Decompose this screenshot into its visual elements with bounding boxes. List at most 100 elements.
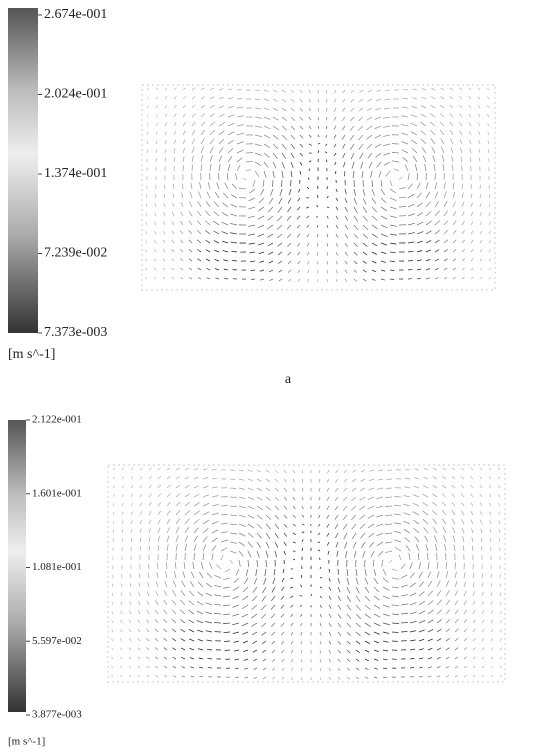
vector-arrow: [242, 623, 248, 626]
vector-arrow: [111, 657, 113, 659]
vector-arrow: [291, 99, 294, 102]
vector-arrow: [280, 189, 282, 196]
vector-arrow: [446, 581, 449, 587]
vector-arrow: [203, 520, 209, 524]
colorbar: [8, 420, 26, 712]
vector-arrow: [185, 477, 189, 479]
vector-arrow: [329, 632, 331, 636]
vector-arrow: [267, 225, 273, 229]
vector-arrow: [327, 261, 328, 264]
vector-arrow: [374, 632, 380, 634]
vector-arrow: [318, 135, 319, 137]
vector-arrow: [194, 528, 198, 533]
vector-arrow: [307, 216, 309, 218]
vector-arrow: [185, 510, 190, 515]
vector-arrow: [222, 232, 228, 234]
vector-arrow: [491, 601, 492, 605]
vector-arrow: [444, 182, 445, 189]
plot-boundary: [108, 465, 505, 682]
vector-arrow: [392, 161, 399, 162]
vector-arrow: [145, 268, 147, 270]
vector-arrow: [336, 225, 338, 229]
vector-arrow: [320, 659, 321, 662]
vector-arrow: [230, 506, 237, 507]
vector-arrow: [336, 243, 338, 247]
vector-arrow: [383, 614, 390, 616]
vector-arrow: [149, 528, 151, 533]
vector-arrow: [471, 511, 473, 515]
vector-arrow: [194, 502, 200, 506]
vector-arrow: [218, 173, 219, 180]
vector-arrow: [222, 213, 228, 216]
vector-arrow: [165, 88, 167, 90]
vector-arrow: [212, 504, 219, 506]
vector-arrow: [129, 648, 131, 650]
vector-arrow: [219, 114, 224, 117]
vector-arrow: [251, 614, 257, 618]
vector-arrow: [164, 666, 167, 668]
vector-arrow: [473, 573, 474, 578]
vector-arrow: [437, 639, 441, 641]
vector-arrow: [205, 240, 210, 243]
vector-arrow: [410, 562, 412, 569]
vector-arrow: [421, 97, 426, 99]
vector-arrow: [300, 99, 302, 102]
vector-arrow: [354, 243, 358, 247]
vector-arrow: [262, 650, 266, 653]
vector-arrow: [378, 479, 383, 480]
vector-arrow: [210, 155, 212, 162]
vector-arrow: [298, 189, 300, 192]
vector-arrow: [284, 506, 287, 510]
vector-arrow: [113, 512, 114, 515]
vector-arrow: [260, 279, 264, 280]
vector-arrow: [433, 477, 437, 479]
vector-arrow: [385, 506, 392, 507]
vector-arrow: [277, 216, 282, 221]
vector-arrow: [408, 204, 414, 207]
vector-arrow: [461, 157, 462, 162]
vector-arrow: [375, 126, 381, 129]
vector-arrow: [185, 544, 187, 551]
vector-arrow: [183, 105, 186, 108]
vector-arrow: [167, 510, 170, 515]
vector-arrow: [356, 569, 357, 576]
vector-arrow: [302, 497, 303, 500]
vector-arrow: [378, 470, 383, 471]
vector-arrow: [184, 562, 185, 569]
vector-arrow: [281, 614, 284, 618]
vector-arrow: [233, 632, 239, 634]
vector-arrow: [385, 99, 390, 100]
vector-arrow: [462, 230, 465, 234]
vector-arrow: [342, 135, 345, 139]
vector-arrow: [302, 532, 304, 533]
vector-arrow: [293, 542, 296, 543]
vector-arrow: [147, 114, 148, 117]
vector-arrow: [489, 477, 491, 479]
vector-arrow: [282, 162, 285, 168]
vector-arrow: [248, 216, 255, 218]
vector-arrow: [165, 97, 167, 99]
vector-arrow: [336, 279, 337, 282]
vector-arrow: [251, 279, 255, 280]
vector-arrow: [428, 562, 429, 569]
vector-arrow: [500, 593, 501, 596]
vector-arrow: [352, 488, 356, 491]
vector-arrow: [441, 147, 444, 153]
vector-arrow: [140, 538, 141, 542]
vector-arrow: [365, 659, 369, 661]
vector-arrow: [248, 234, 255, 235]
vector-arrow: [122, 503, 123, 506]
vector-arrow: [320, 596, 322, 598]
vector-arrow: [172, 277, 174, 279]
vector-arrow: [335, 533, 338, 538]
vector-arrow: [482, 610, 484, 614]
vector-arrow: [338, 569, 339, 575]
vector-arrow: [172, 249, 174, 252]
vector-arrow: [471, 520, 473, 524]
vector-arrow: [282, 153, 286, 159]
vector-arrow: [320, 567, 321, 569]
vector-arrow: [385, 542, 392, 543]
vector-arrow: [149, 511, 151, 515]
vector-arrow: [327, 506, 329, 510]
vector-arrow: [408, 214, 415, 216]
